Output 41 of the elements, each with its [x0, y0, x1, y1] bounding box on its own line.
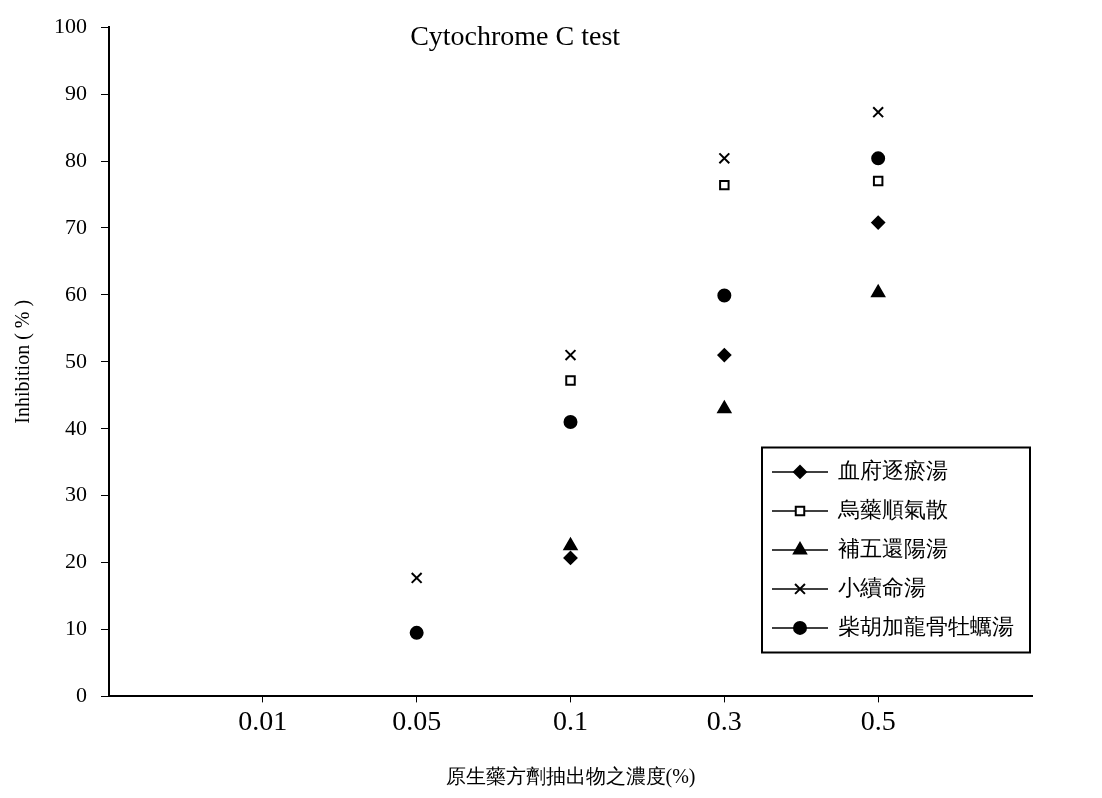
y-tick-label: 60 [65, 280, 87, 306]
y-axis-title: Inhibition ( % ) [11, 299, 35, 424]
point [410, 572, 423, 584]
x-tick-label: 0.01 [238, 704, 288, 736]
x-tick-label: 0.1 [553, 704, 588, 736]
y-tick-label: 100 [54, 12, 87, 38]
point [563, 537, 578, 551]
y-tick-label: 70 [65, 213, 87, 239]
point [717, 400, 732, 414]
y-tick-label: 10 [65, 615, 87, 641]
point [872, 106, 885, 119]
legend-label: 烏藥順氣散 [837, 496, 948, 522]
point [718, 152, 731, 165]
point [717, 348, 732, 363]
x-tick-label: 0.3 [706, 704, 742, 736]
x-tick-label: 0.5 [860, 704, 896, 736]
legend-label: 柴胡加龍骨牡蠣湯 [838, 613, 1014, 639]
point [563, 415, 578, 430]
y-tick-label: 30 [65, 481, 87, 507]
y-tick-label: 80 [65, 146, 87, 172]
point [564, 349, 577, 362]
y-tick-label: 20 [65, 548, 87, 574]
point [717, 288, 732, 303]
chart-title: Cytochrome C test [410, 19, 621, 51]
point [409, 625, 424, 640]
legend-label: 補五還陽湯 [838, 535, 948, 561]
x-axis-title: 原生藥方劑抽出物之濃度(%) [445, 765, 696, 789]
point [871, 151, 886, 166]
point [871, 215, 886, 230]
point [565, 375, 576, 386]
point [872, 175, 884, 187]
y-tick-label: 90 [65, 79, 87, 105]
y-tick-label: 40 [65, 414, 87, 440]
point [563, 550, 578, 565]
legend-label: 小續命湯 [838, 574, 926, 600]
point [871, 284, 886, 298]
x-tick-label: 0.05 [392, 704, 442, 736]
legend-label: 血府逐瘀湯 [838, 457, 948, 483]
point [719, 179, 730, 191]
y-tick-label: 0 [76, 682, 87, 708]
y-tick-label: 50 [65, 347, 87, 373]
